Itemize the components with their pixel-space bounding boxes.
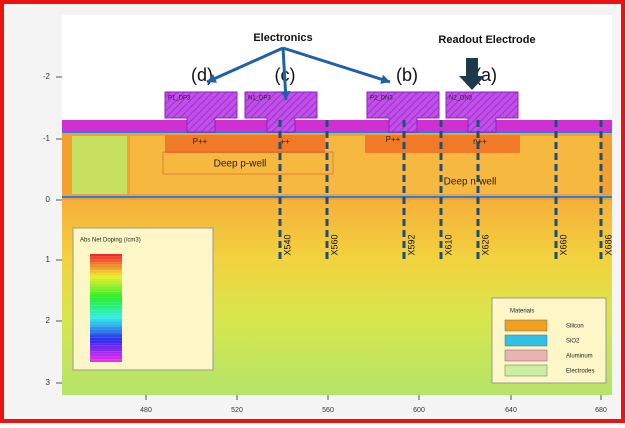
cutline-label: X610 bbox=[443, 234, 453, 255]
region-label: P++ bbox=[386, 135, 401, 144]
contact-label: N1_DP3 bbox=[248, 96, 271, 102]
color-stripe bbox=[90, 308, 122, 311]
color-stripe bbox=[90, 292, 122, 295]
material-label: Aluminum bbox=[566, 354, 593, 360]
y-tick-label: 0 bbox=[46, 195, 51, 204]
x-tick-label: 680 bbox=[595, 407, 607, 414]
color-stripe bbox=[90, 276, 122, 279]
color-stripe bbox=[90, 273, 122, 276]
color-stripe bbox=[90, 359, 122, 362]
material-swatch bbox=[505, 365, 547, 376]
y-tick-label: -2 bbox=[43, 72, 51, 81]
color-stripe bbox=[90, 305, 122, 308]
color-stripe bbox=[90, 340, 122, 343]
region-label: P++ bbox=[193, 137, 208, 146]
color-stripe bbox=[90, 254, 122, 257]
material-label: SiO2 bbox=[566, 339, 580, 345]
electronics-label: Electronics bbox=[253, 32, 312, 44]
cutline-label: X540 bbox=[282, 234, 292, 255]
x-tick-label: 520 bbox=[231, 407, 243, 414]
region-label: n++ bbox=[473, 137, 487, 146]
x-tick-label: 600 bbox=[413, 407, 425, 414]
color-stripe bbox=[90, 284, 122, 287]
color-stripe bbox=[90, 300, 122, 303]
color-stripe bbox=[90, 332, 122, 335]
color-stripe bbox=[90, 354, 122, 357]
y-tick-label: -1 bbox=[43, 134, 51, 143]
color-stripe bbox=[90, 289, 122, 292]
color-stripe bbox=[90, 357, 122, 360]
x-tick-label: 640 bbox=[505, 407, 517, 414]
color-stripe bbox=[90, 313, 122, 316]
edge-region bbox=[72, 136, 127, 194]
color-stripe bbox=[90, 259, 122, 262]
cutline-label: X660 bbox=[558, 234, 568, 255]
contact-label: P1_DP3 bbox=[168, 96, 191, 102]
color-stripe bbox=[90, 286, 122, 289]
material-swatch bbox=[505, 320, 547, 331]
material-label: Silicon bbox=[566, 324, 584, 330]
color-stripe bbox=[90, 311, 122, 314]
region-label: Deep p-well bbox=[214, 159, 267, 170]
x-tick-label: 480 bbox=[140, 407, 152, 414]
color-stripe bbox=[90, 262, 122, 265]
color-stripe bbox=[90, 297, 122, 300]
contact-label: P2_DN3 bbox=[370, 96, 393, 102]
x-tick-label: 560 bbox=[322, 407, 334, 414]
color-stripe bbox=[90, 346, 122, 349]
material-swatch bbox=[505, 335, 547, 346]
y-tick-label: 1 bbox=[46, 255, 51, 264]
contact-label: N2_DN3 bbox=[449, 96, 473, 102]
color-stripe bbox=[90, 316, 122, 319]
screenshot: P1_DP3N1_DP3P2_DN3N2_DN3 (d)(c)(b)(a)P++… bbox=[0, 0, 625, 423]
color-stripe bbox=[90, 303, 122, 306]
materials-legend-title: Materials bbox=[510, 309, 534, 315]
material-label: Electrodes bbox=[566, 369, 594, 375]
color-stripe bbox=[90, 295, 122, 298]
readout-label: Readout Electrode bbox=[438, 34, 535, 46]
y-tick-label: 2 bbox=[46, 316, 51, 325]
region-label: Deep n-well bbox=[444, 177, 497, 188]
material-swatch bbox=[505, 350, 547, 361]
color-stripe bbox=[90, 327, 122, 330]
color-stripe bbox=[90, 330, 122, 333]
color-stripe bbox=[90, 338, 122, 341]
doping-legend-title: Abs Net Doping (/cm3) bbox=[80, 238, 141, 244]
color-stripe bbox=[90, 335, 122, 338]
color-stripe bbox=[90, 343, 122, 346]
top-area bbox=[62, 15, 612, 120]
color-stripe bbox=[90, 349, 122, 352]
oxide-layer bbox=[62, 120, 612, 132]
y-tick-label: 3 bbox=[46, 378, 51, 387]
color-stripe bbox=[90, 257, 122, 260]
color-stripe bbox=[90, 278, 122, 281]
color-stripe bbox=[90, 270, 122, 273]
color-stripe bbox=[90, 319, 122, 322]
color-stripe bbox=[90, 351, 122, 354]
p-implant bbox=[165, 135, 325, 153]
cutline-label: X626 bbox=[480, 234, 490, 255]
pad-label: (b) bbox=[396, 65, 418, 85]
cutline-label: X592 bbox=[406, 234, 416, 255]
color-stripe bbox=[90, 322, 122, 325]
color-stripe bbox=[90, 324, 122, 327]
color-stripe bbox=[90, 265, 122, 268]
region-label: ++ bbox=[280, 137, 290, 146]
cutline-label: X560 bbox=[329, 234, 339, 255]
color-stripe bbox=[90, 268, 122, 271]
cutline-label: X686 bbox=[603, 234, 613, 255]
color-stripe bbox=[90, 281, 122, 284]
